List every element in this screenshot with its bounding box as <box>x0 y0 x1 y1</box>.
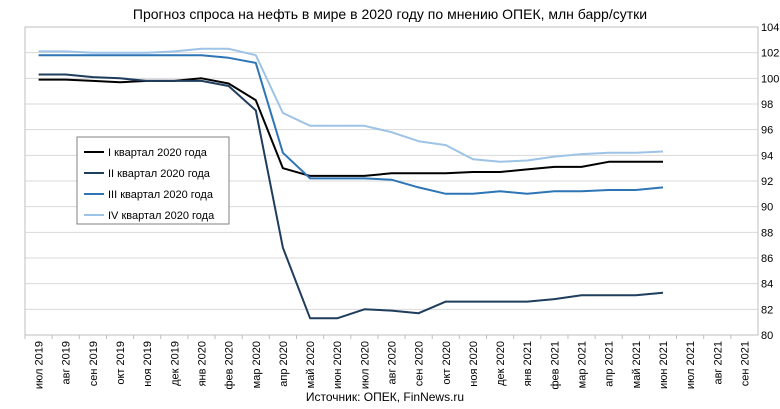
x-tick-label: апр 2020 <box>278 341 290 387</box>
plot-lines <box>38 47 664 320</box>
y-tick-label: 88 <box>761 227 773 239</box>
series-line-3 <box>38 54 664 195</box>
y-tick-label: 104 <box>761 22 779 34</box>
legend: I квартал 2020 года II квартал 2020 года I… <box>76 136 230 225</box>
x-tick-label: авг 2020 <box>387 341 399 385</box>
y-tick-label: 90 <box>761 202 773 214</box>
x-tick-label: мар 2020 <box>251 341 263 388</box>
legend-label-1: I квартал 2020 года <box>108 147 208 159</box>
x-tick-label: янв 2020 <box>196 341 208 386</box>
x-tick-label: ноя 2019 <box>142 341 154 387</box>
series-line-4 <box>38 47 664 163</box>
y-axis: 80 82 84 86 88 90 92 94 96 98 100 102 104 <box>761 22 779 342</box>
x-tick-label: июн 2020 <box>332 341 344 389</box>
x-tick-label: июл 2021 <box>685 341 697 389</box>
x-tick-label: окт 2020 <box>441 341 453 385</box>
x-tick-label: сен 2020 <box>414 341 426 386</box>
x-tick-label: янв 2021 <box>522 341 534 386</box>
x-tick-label: ноя 2020 <box>468 341 480 387</box>
x-tick-label: апр 2021 <box>604 341 616 387</box>
series-line-2 <box>38 73 664 320</box>
x-tick-label: мар 2021 <box>577 341 589 388</box>
y-tick-label: 86 <box>761 253 773 265</box>
x-tick-label: сен 2019 <box>88 341 100 386</box>
x-tick-label: май 2021 <box>631 341 643 388</box>
plot-area <box>24 26 759 336</box>
y-tick-label: 82 <box>761 304 773 316</box>
y-tick-label: 94 <box>761 150 773 162</box>
legend-label-3: III квартал 2020 года <box>108 189 214 201</box>
y-tick-label: 96 <box>761 125 773 137</box>
legend-label-4: IV квартал 2020 года <box>108 210 215 222</box>
x-tick-label: июн 2021 <box>658 341 670 389</box>
y-tick-label: 98 <box>761 99 773 111</box>
x-tick-label: фев 2021 <box>549 341 561 390</box>
y-tick-label: 102 <box>761 48 779 60</box>
x-tick-label: фев 2020 <box>224 341 236 390</box>
legend-label-2: II квартал 2020 года <box>108 168 211 180</box>
y-tick-label: 84 <box>761 279 773 291</box>
y-tick-label: 80 <box>761 330 773 342</box>
y-tick-label: 92 <box>761 176 773 188</box>
chart-title: Прогноз спроса на нефть в мире в 2020 го… <box>133 6 647 22</box>
x-tick-label: май 2020 <box>305 341 317 388</box>
x-tick-label: авг 2021 <box>712 341 724 385</box>
x-axis: июл 2019 авг 2019 сен 2019 окт 2019 ноя 2019… <box>24 335 751 390</box>
source-note: Источник: ОПЕК, FinNews.ru <box>306 390 464 404</box>
x-tick-label: июл 2019 <box>34 341 46 389</box>
x-tick-label: авг 2019 <box>61 341 73 385</box>
y-tick-label: 100 <box>761 73 779 85</box>
x-tick-label: дек 2019 <box>169 341 181 386</box>
x-tick-label: дек 2020 <box>495 341 507 386</box>
x-tick-label: июл 2020 <box>359 341 371 389</box>
x-tick-label: окт 2019 <box>115 341 127 385</box>
x-tick-label: сен 2021 <box>739 341 751 386</box>
